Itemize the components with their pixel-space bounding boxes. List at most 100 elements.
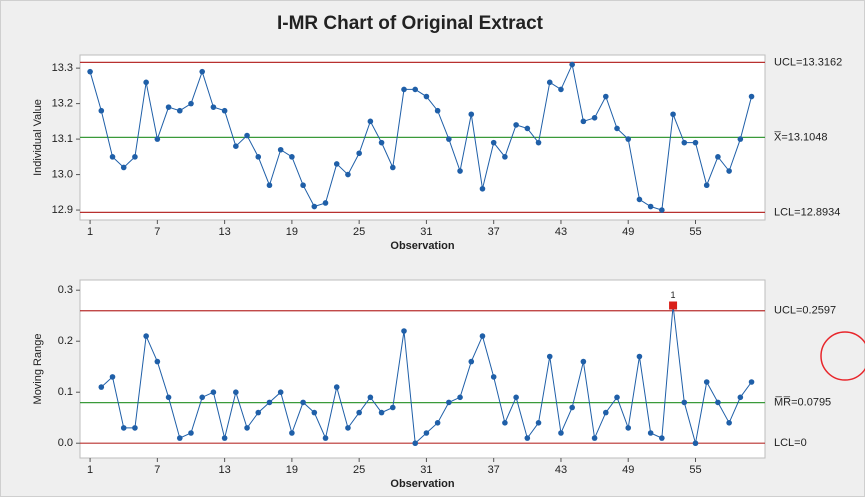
test-label: 1 [671, 290, 676, 300]
x-tick-label: 19 [286, 464, 298, 476]
x-axis-title: Observation [390, 478, 454, 490]
data-point [546, 79, 553, 86]
plot-area [79, 279, 766, 459]
x-tick-label: 7 [154, 226, 160, 238]
data-point [210, 389, 217, 396]
data-point [457, 394, 463, 401]
x-tick-label: 55 [689, 464, 701, 476]
x-tick-label: 55 [689, 226, 701, 238]
data-point [154, 136, 161, 142]
data-point [681, 399, 688, 406]
data-point [356, 150, 362, 157]
data-point [322, 200, 329, 206]
data-point [255, 409, 262, 416]
data-point [143, 333, 149, 339]
data-point [233, 143, 239, 149]
data-point [446, 136, 452, 142]
x-tick-label: 13 [218, 464, 230, 476]
data-point [490, 139, 497, 146]
data-point [502, 420, 508, 426]
control-label: LCL=0 [774, 437, 807, 449]
data-point [670, 111, 676, 118]
x-tick-label: 25 [353, 226, 365, 238]
y-tick-label: 13.0 [52, 168, 73, 180]
x-tick-label: 49 [622, 464, 634, 476]
control-label: X̅=13.1048 [774, 131, 828, 143]
data-point [333, 161, 340, 167]
data-point [412, 86, 419, 93]
x-tick-label: 19 [286, 226, 298, 238]
data-point [535, 420, 542, 426]
data-point [614, 125, 620, 132]
data-point [434, 107, 441, 114]
data-point [569, 61, 575, 68]
data-point [199, 394, 206, 401]
data-point [513, 394, 519, 401]
x-tick-label: 31 [420, 464, 432, 476]
data-point [681, 139, 688, 146]
data-point [311, 203, 318, 210]
data-point [703, 182, 710, 189]
data-point [748, 93, 755, 100]
data-point [188, 430, 194, 436]
data-point [289, 430, 295, 436]
y-tick-label: 13.2 [52, 98, 73, 110]
highlight-circle [820, 331, 865, 381]
data-point [277, 146, 284, 153]
data-point [244, 132, 250, 139]
data-point [502, 154, 508, 160]
x-tick-label: 43 [555, 464, 567, 476]
x-tick-label: 43 [555, 226, 567, 238]
data-point [580, 118, 587, 125]
y-tick-label: 0.2 [58, 335, 73, 347]
data-point [423, 93, 430, 100]
data-point [221, 435, 228, 441]
data-point [569, 404, 575, 411]
data-point [468, 358, 475, 365]
data-point [636, 353, 643, 360]
data-point [378, 139, 385, 146]
data-point [300, 399, 306, 406]
data-point [98, 384, 105, 390]
data-point [737, 394, 744, 401]
data-point [277, 389, 284, 396]
data-point [703, 379, 710, 385]
data-point [692, 440, 699, 447]
data-point [199, 68, 206, 75]
data-point [401, 86, 407, 93]
data-point [446, 399, 452, 406]
data-point [300, 182, 306, 189]
data-point [233, 389, 239, 396]
data-point [434, 420, 441, 426]
y-tick-label: 0.3 [58, 284, 73, 296]
data-point [367, 394, 374, 401]
data-point [726, 168, 732, 174]
flagged-point [669, 301, 678, 310]
data-point [524, 435, 531, 441]
x-tick-label: 37 [488, 464, 500, 476]
x-tick-label: 31 [420, 226, 432, 238]
data-point [647, 203, 654, 210]
data-point [692, 139, 699, 146]
data-point [603, 409, 609, 416]
data-point [210, 104, 217, 110]
control-label: UCL=0.2597 [774, 305, 836, 317]
x-tick-label: 25 [353, 464, 365, 476]
control-label: UCL=13.3162 [774, 56, 842, 68]
data-point [457, 168, 463, 174]
data-point [221, 107, 228, 114]
y-tick-label: 0.0 [58, 437, 73, 449]
x-tick-label: 1 [87, 226, 93, 238]
data-point [591, 435, 598, 441]
data-point [322, 435, 329, 441]
data-point [165, 394, 172, 401]
data-point [356, 409, 362, 416]
data-point [636, 196, 643, 203]
data-point [333, 384, 340, 390]
data-point [558, 430, 564, 436]
x-tick-label: 1 [87, 464, 93, 476]
y-tick-label: 12.9 [52, 204, 73, 216]
data-point [109, 154, 116, 160]
y-tick-label: 13.3 [52, 62, 73, 74]
x-tick-label: 37 [488, 226, 500, 238]
